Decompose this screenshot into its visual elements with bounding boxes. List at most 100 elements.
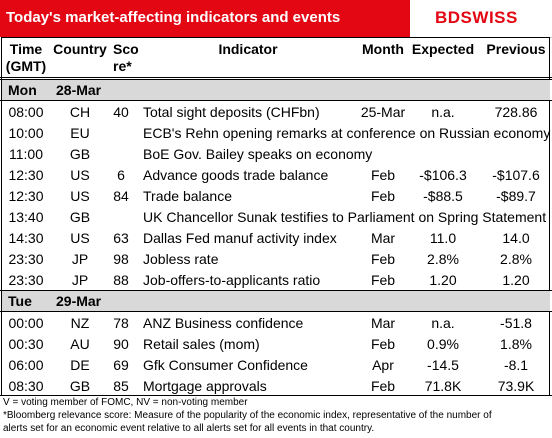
- previous: -51.8: [500, 315, 532, 331]
- column-header: Indicator: [218, 41, 278, 57]
- time: 13:40: [8, 209, 44, 225]
- expected: n.a.: [431, 315, 455, 331]
- month: Mar: [370, 230, 396, 246]
- indicator: ECB's Rehn opening remarks at conference…: [143, 125, 551, 141]
- month: Mar: [370, 315, 396, 331]
- country: DE: [70, 357, 90, 373]
- score: 90: [113, 336, 129, 352]
- indicator: Jobless rate: [143, 251, 219, 267]
- expected: 0.9%: [427, 336, 459, 352]
- previous: 14.0: [502, 230, 530, 246]
- footnote: V = voting member of FOMC, NV = non-voti…: [3, 397, 248, 408]
- indicator: ANZ Business confidence: [143, 315, 304, 331]
- indicator: UK Chancellor Sunak testifies to Parliam…: [143, 209, 547, 225]
- indicator: Gfk Consumer Confidence: [143, 357, 308, 373]
- divider: [0, 79, 552, 80]
- month: Apr: [372, 357, 394, 373]
- score: 69: [113, 357, 129, 373]
- day-name: Mon: [8, 82, 37, 98]
- title-bar: [0, 0, 410, 37]
- indicator: Trade balance: [143, 188, 232, 204]
- time: 00:00: [8, 315, 44, 331]
- country: US: [70, 167, 90, 183]
- expected: -$106.3: [419, 167, 467, 183]
- previous: -$89.7: [496, 188, 536, 204]
- footnote: *Bloomberg relevance score: Measure of t…: [3, 410, 492, 421]
- score: 40: [113, 104, 129, 120]
- column-header: Previous: [486, 41, 546, 57]
- divider: [0, 395, 552, 396]
- month: Feb: [370, 251, 396, 267]
- month: 25-Mar: [360, 104, 406, 120]
- expected: -$88.5: [423, 188, 463, 204]
- country: JP: [71, 251, 89, 267]
- expected: 71.8K: [424, 378, 462, 394]
- time: 12:30: [8, 188, 44, 204]
- logo: BDSWISS: [435, 8, 518, 27]
- column-header: Month: [362, 41, 404, 57]
- day-row-bg: [2, 79, 550, 100]
- indicator: BoE Gov. Bailey speaks on economy: [143, 146, 373, 162]
- expected: 1.20: [429, 272, 457, 288]
- time: 11:00: [9, 146, 43, 162]
- column-header: Expected: [411, 41, 475, 57]
- previous: 73.9K: [497, 378, 535, 394]
- expected: -14.5: [427, 357, 459, 373]
- time: 00:30: [8, 336, 44, 352]
- score: 85: [113, 378, 129, 394]
- previous: 1.8%: [500, 336, 532, 352]
- indicator: Retail sales (mom): [143, 336, 260, 352]
- expected: 2.8%: [427, 251, 459, 267]
- month: Feb: [370, 336, 396, 352]
- column-header: (GMT): [5, 58, 47, 74]
- country: US: [70, 188, 90, 204]
- month: Feb: [370, 167, 396, 183]
- divider: [0, 290, 552, 291]
- time: 14:30: [8, 230, 44, 246]
- time: 08:30: [8, 378, 44, 394]
- divider: [0, 311, 552, 312]
- month: Feb: [370, 188, 396, 204]
- indicator: Dallas Fed manuf activity index: [143, 230, 337, 246]
- time: 10:00: [8, 125, 44, 141]
- time: 08:00: [8, 104, 44, 120]
- divider: [0, 100, 552, 101]
- score: 78: [113, 315, 129, 331]
- month: Feb: [370, 272, 396, 288]
- score: 98: [113, 251, 129, 267]
- country: AU: [70, 336, 90, 352]
- expected: n.a.: [431, 104, 455, 120]
- country: NZ: [70, 315, 90, 331]
- column-header: Sco: [113, 41, 139, 57]
- country: EU: [70, 125, 90, 141]
- footnote: alerts set for an economic event relativ…: [3, 423, 375, 434]
- time: 12:30: [8, 167, 44, 183]
- time: 23:30: [8, 251, 44, 267]
- country: CH: [69, 104, 91, 120]
- previous: -8.1: [503, 357, 529, 373]
- previous: 2.8%: [500, 251, 532, 267]
- score: 63: [113, 230, 129, 246]
- title: Today's market-affecting indicators and …: [6, 9, 341, 26]
- column-header: Country: [53, 41, 107, 57]
- indicator: Mortgage approvals: [143, 378, 267, 394]
- day-date: 28-Mar: [56, 82, 102, 98]
- month: Feb: [370, 378, 396, 394]
- previous: -$107.6: [492, 167, 540, 183]
- day-name: Tue: [8, 293, 32, 309]
- time: 23:30: [8, 272, 44, 288]
- country: JP: [71, 272, 89, 288]
- previous: 1.20: [502, 272, 530, 288]
- score: 84: [113, 188, 129, 204]
- day-row-bg: [2, 290, 550, 311]
- country: US: [70, 230, 90, 246]
- country: GB: [69, 146, 91, 162]
- time: 06:00: [8, 357, 44, 373]
- previous: 728.86: [494, 104, 538, 120]
- indicator: Job-offers-to-applicants ratio: [143, 272, 321, 288]
- country: GB: [69, 378, 91, 394]
- country: GB: [69, 209, 91, 225]
- column-header: Time: [9, 41, 43, 57]
- score: 6: [117, 167, 125, 183]
